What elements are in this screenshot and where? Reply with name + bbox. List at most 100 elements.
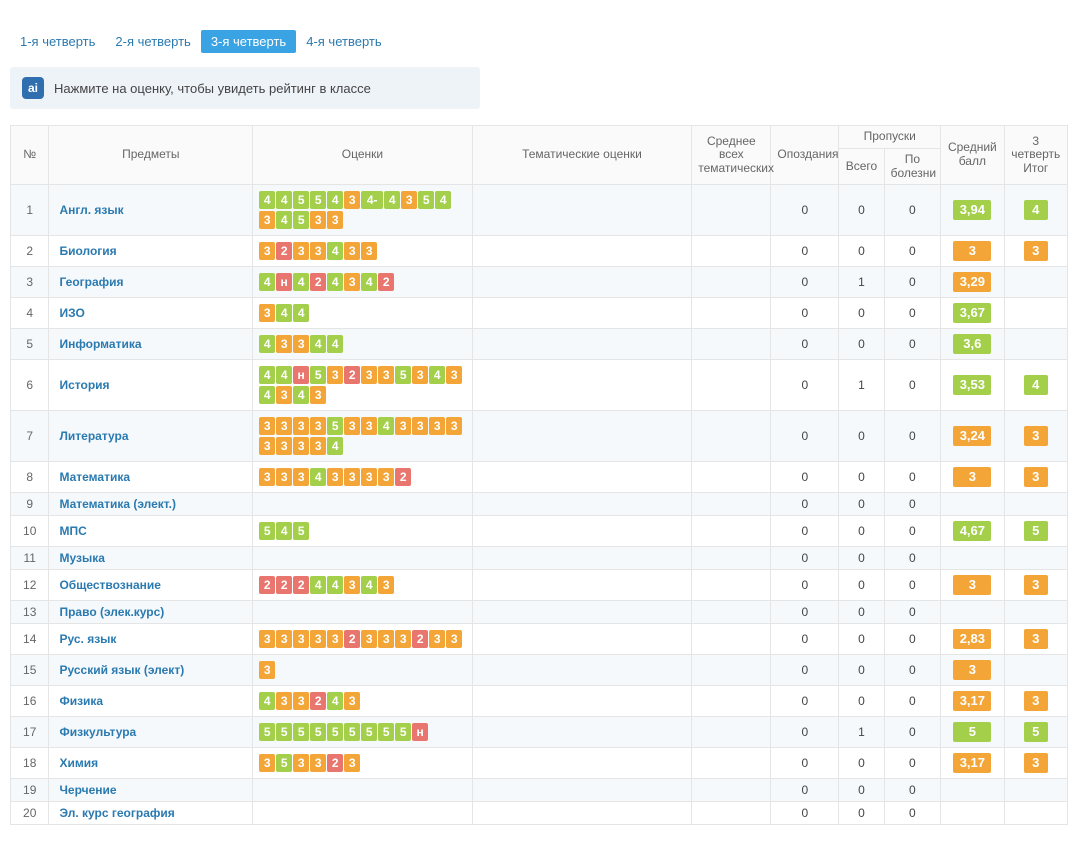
grade-badge[interactable]: 4 — [361, 273, 377, 291]
grade-badge[interactable]: 3 — [259, 661, 275, 679]
grade-badge[interactable]: 3 — [310, 630, 326, 648]
grade-badge[interactable]: 2 — [310, 692, 326, 710]
grade-badge[interactable]: 3 — [446, 366, 462, 384]
grade-badge[interactable]: 3 — [361, 366, 377, 384]
grade-badge[interactable]: 3 — [310, 754, 326, 772]
grade-badge[interactable]: 3 — [293, 630, 309, 648]
grade-badge[interactable]: 2 — [259, 576, 275, 594]
grade-badge[interactable]: 5 — [418, 191, 434, 209]
grade-badge[interactable]: 5 — [344, 723, 360, 741]
grade-badge[interactable]: 2 — [276, 576, 292, 594]
grade-badge[interactable]: 5 — [276, 754, 292, 772]
grade-badge[interactable]: 3 — [293, 437, 309, 455]
grade-badge[interactable]: 5 — [395, 723, 411, 741]
grade-badge[interactable]: 4 — [259, 386, 275, 404]
grade-badge[interactable]: 4 — [384, 191, 400, 209]
grade-badge[interactable]: 3 — [276, 468, 292, 486]
grade-badge[interactable]: 2 — [276, 242, 292, 260]
grade-badge[interactable]: 4 — [259, 692, 275, 710]
grade-badge[interactable]: 5 — [293, 211, 309, 229]
grade-badge[interactable]: 4 — [276, 304, 292, 322]
subject-link[interactable]: История — [59, 378, 109, 392]
subject-link[interactable]: Право (элек.курс) — [59, 605, 164, 619]
grade-badge[interactable]: 4 — [327, 242, 343, 260]
grade-badge[interactable]: 2 — [327, 754, 343, 772]
grade-badge[interactable]: 3 — [361, 417, 377, 435]
grade-badge[interactable]: 3 — [310, 211, 326, 229]
grade-badge[interactable]: 4 — [327, 191, 343, 209]
grade-badge[interactable]: 3 — [344, 417, 360, 435]
grade-badge[interactable]: 3 — [293, 692, 309, 710]
grade-badge[interactable]: 3 — [276, 630, 292, 648]
grade-badge[interactable]: 2 — [344, 630, 360, 648]
grade-badge[interactable]: 3 — [395, 630, 411, 648]
grade-badge[interactable]: 4 — [276, 366, 292, 384]
grade-badge[interactable]: 4 — [276, 522, 292, 540]
quarter-tab[interactable]: 3-я четверть — [201, 30, 296, 53]
grade-badge[interactable]: 5 — [310, 723, 326, 741]
grade-badge[interactable]: 3 — [344, 576, 360, 594]
grade-badge[interactable]: 3 — [293, 335, 309, 353]
grade-badge[interactable]: 3 — [259, 211, 275, 229]
grade-badge[interactable]: 3 — [344, 242, 360, 260]
grade-badge[interactable]: 3 — [412, 417, 428, 435]
grade-badge[interactable]: 4 — [293, 386, 309, 404]
grade-badge[interactable]: 4 — [310, 335, 326, 353]
grade-badge[interactable]: 3 — [429, 630, 445, 648]
subject-link[interactable]: Англ. язык — [59, 203, 123, 217]
grade-badge[interactable]: 3 — [293, 468, 309, 486]
quarter-tab[interactable]: 2-я четверть — [105, 30, 200, 53]
grade-badge[interactable]: 3 — [259, 754, 275, 772]
grade-badge[interactable]: 3 — [310, 386, 326, 404]
grade-badge[interactable]: 5 — [293, 191, 309, 209]
subject-link[interactable]: Математика (элект.) — [59, 497, 176, 511]
grade-badge[interactable]: 3 — [276, 335, 292, 353]
grade-badge[interactable]: 4 — [435, 191, 451, 209]
grade-badge[interactable]: 4 — [293, 304, 309, 322]
grade-badge[interactable]: 5 — [327, 417, 343, 435]
grade-badge[interactable]: 4 — [429, 366, 445, 384]
grade-badge[interactable]: 5 — [327, 723, 343, 741]
grade-badge[interactable]: 3 — [344, 191, 360, 209]
grade-badge[interactable]: 5 — [259, 723, 275, 741]
grade-badge[interactable]: 3 — [310, 417, 326, 435]
grade-badge[interactable]: 3 — [276, 437, 292, 455]
grade-badge[interactable]: 5 — [293, 723, 309, 741]
grade-badge[interactable]: 4 — [327, 335, 343, 353]
grade-badge[interactable]: 5 — [395, 366, 411, 384]
grade-badge[interactable]: 5 — [276, 723, 292, 741]
grade-badge[interactable]: 3 — [259, 242, 275, 260]
grade-badge[interactable]: 3 — [378, 468, 394, 486]
grade-badge[interactable]: 3 — [259, 304, 275, 322]
grade-badge[interactable]: н — [293, 366, 309, 384]
grade-badge[interactable]: 2 — [395, 468, 411, 486]
subject-link[interactable]: Обществознание — [59, 578, 161, 592]
grade-badge[interactable]: 4 — [361, 576, 377, 594]
grade-badge[interactable]: 5 — [293, 522, 309, 540]
grade-badge[interactable]: 3 — [401, 191, 417, 209]
grade-badge[interactable]: 4 — [259, 191, 275, 209]
quarter-tab[interactable]: 1-я четверть — [10, 30, 105, 53]
grade-badge[interactable]: 4 — [327, 437, 343, 455]
quarter-tab[interactable]: 4-я четверть — [296, 30, 391, 53]
grade-badge[interactable]: 4 — [293, 273, 309, 291]
grade-badge[interactable]: 3 — [259, 437, 275, 455]
subject-link[interactable]: Физкультура — [59, 725, 136, 739]
grade-badge[interactable]: 5 — [310, 191, 326, 209]
subject-link[interactable]: Черчение — [59, 783, 116, 797]
grade-badge[interactable]: 3 — [327, 630, 343, 648]
grade-badge[interactable]: 3 — [327, 366, 343, 384]
subject-link[interactable]: Математика — [59, 470, 130, 484]
grade-badge[interactable]: 3 — [310, 437, 326, 455]
grade-badge[interactable]: 3 — [327, 211, 343, 229]
grade-badge[interactable]: 4 — [327, 576, 343, 594]
grade-badge[interactable]: 5 — [310, 366, 326, 384]
subject-link[interactable]: Биология — [59, 244, 116, 258]
grade-badge[interactable]: 3 — [344, 273, 360, 291]
grade-badge[interactable]: 2 — [344, 366, 360, 384]
grade-badge[interactable]: 3 — [378, 366, 394, 384]
grade-badge[interactable]: 3 — [276, 386, 292, 404]
grade-badge[interactable]: 3 — [293, 417, 309, 435]
grade-badge[interactable]: 3 — [344, 754, 360, 772]
grade-badge[interactable]: 4 — [259, 335, 275, 353]
